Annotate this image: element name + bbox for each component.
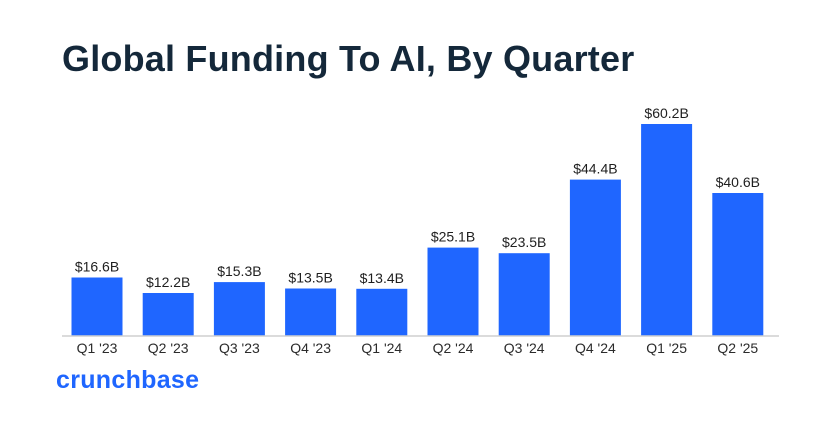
bar-6	[498, 253, 550, 336]
x-tick-label-2: Q3 '23	[219, 340, 260, 356]
data-label-9: $40.6B	[716, 174, 760, 190]
x-tick-label-8: Q1 '25	[646, 340, 687, 356]
bar-8	[641, 124, 693, 336]
bars-layer	[71, 124, 764, 336]
x-tick-label-6: Q3 '24	[504, 340, 545, 356]
bar-5	[427, 247, 479, 336]
bar-4	[356, 288, 408, 336]
bar-3	[285, 288, 337, 336]
x-tick-label-5: Q2 '24	[433, 340, 474, 356]
data-label-7: $44.4B	[573, 161, 617, 177]
data-label-0: $16.6B	[75, 259, 119, 275]
x-tick-label-9: Q2 '25	[717, 340, 758, 356]
data-label-1: $12.2B	[146, 274, 190, 290]
x-tick-label-0: Q1 '23	[77, 340, 118, 356]
bar-0	[71, 277, 123, 336]
bar-1	[142, 293, 194, 336]
data-label-6: $23.5B	[502, 234, 546, 250]
data-label-3: $13.5B	[288, 270, 332, 286]
data-label-5: $25.1B	[431, 229, 475, 245]
x-tick-label-7: Q4 '24	[575, 340, 616, 356]
bar-9	[712, 193, 764, 336]
chart-title: Global Funding To AI, By Quarter	[62, 38, 635, 79]
x-tick-label-1: Q2 '23	[148, 340, 189, 356]
data-label-2: $15.3B	[217, 263, 261, 279]
bar-7	[569, 179, 621, 336]
data-label-8: $60.2B	[644, 105, 688, 121]
crunchbase-logo: crunchbase	[56, 366, 200, 394]
x-tick-label-3: Q4 '23	[290, 340, 331, 356]
data-label-4: $13.4B	[360, 270, 404, 286]
labels-layer: $16.6B Q1 '23 $12.2B Q2 '23 $15.3B Q3 '23 $13.…	[75, 105, 760, 356]
bar-2	[213, 282, 265, 336]
x-tick-label-4: Q1 '24	[361, 340, 402, 356]
